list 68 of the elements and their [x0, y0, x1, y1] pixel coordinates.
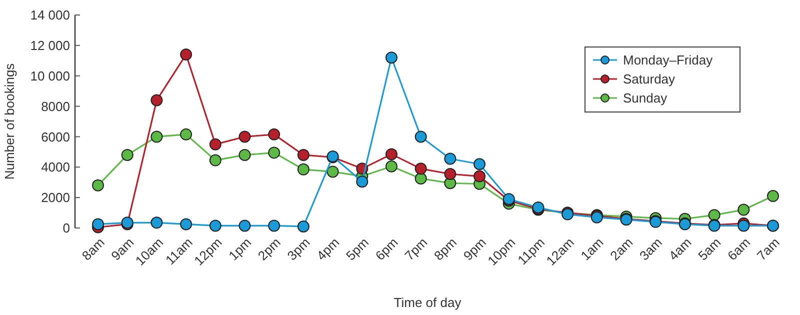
point — [150, 130, 163, 143]
x-tick-label: 3am — [636, 234, 665, 264]
point — [474, 158, 486, 170]
point — [268, 220, 280, 232]
point — [268, 146, 280, 159]
legend-label: Monday–Friday — [623, 52, 714, 68]
point — [150, 94, 163, 106]
point — [297, 163, 310, 176]
x-tick-label: 9pm — [460, 234, 489, 264]
x-tick-label: 6am — [724, 234, 753, 264]
x-tick-label: 8am — [78, 234, 108, 264]
x-tick-label: 4pm — [314, 234, 342, 264]
x-tick-label: 1pm — [226, 234, 254, 264]
y-tick-label: 14 000 — [30, 8, 70, 23]
point — [738, 204, 750, 216]
x-axis-title: Time of day — [394, 295, 462, 310]
point — [121, 148, 134, 161]
point — [356, 176, 368, 188]
x-tick-label: 7pm — [402, 234, 430, 264]
point — [414, 172, 427, 185]
legend-label: Saturday — [623, 72, 676, 87]
x-tick-label: 5am — [695, 234, 724, 264]
y-tick-label: 2000 — [41, 190, 70, 206]
point — [238, 130, 251, 143]
x-tick-label: 2pm — [254, 234, 284, 264]
y-axis-title: Number of bookings — [2, 62, 17, 180]
point — [385, 148, 398, 160]
point — [414, 162, 427, 175]
point — [444, 152, 456, 165]
y-tick-label: 4000 — [41, 160, 70, 175]
y-tick-label: 10 000 — [30, 68, 70, 84]
point — [209, 138, 222, 150]
point — [444, 168, 456, 180]
point — [150, 216, 163, 229]
x-tick-label: 2am — [607, 234, 636, 264]
y-tick-label: 8000 — [41, 98, 70, 114]
x-tick-label: 3pm — [284, 234, 313, 264]
point — [180, 218, 192, 230]
point — [474, 170, 486, 182]
x-tick-label: 5pm — [342, 234, 372, 264]
point — [414, 130, 427, 143]
point — [180, 48, 192, 61]
y-tick-label: 6000 — [41, 129, 70, 144]
point — [180, 128, 192, 140]
x-tick-label: 4am — [666, 234, 694, 264]
point — [326, 166, 339, 178]
point — [238, 220, 251, 232]
point — [767, 190, 779, 202]
x-tick-label: 6pm — [372, 234, 401, 264]
y-tick-label: 12 000 — [30, 38, 70, 53]
x-tick-label: 7am — [754, 234, 782, 264]
point — [708, 209, 720, 222]
point — [92, 179, 104, 192]
x-tick-label: 1am — [578, 234, 606, 264]
point — [297, 220, 310, 232]
point — [238, 148, 251, 161]
point — [268, 128, 280, 140]
point — [209, 154, 222, 166]
point — [385, 160, 398, 172]
x-tick-label: 9am — [108, 234, 137, 264]
point — [209, 220, 222, 232]
y-tick-label: 0 — [62, 220, 70, 236]
legend-label: Sunday — [623, 90, 668, 106]
point — [297, 148, 310, 161]
point — [738, 220, 750, 232]
x-tick-label: 8pm — [431, 234, 460, 264]
point — [385, 52, 398, 64]
point — [92, 218, 104, 230]
